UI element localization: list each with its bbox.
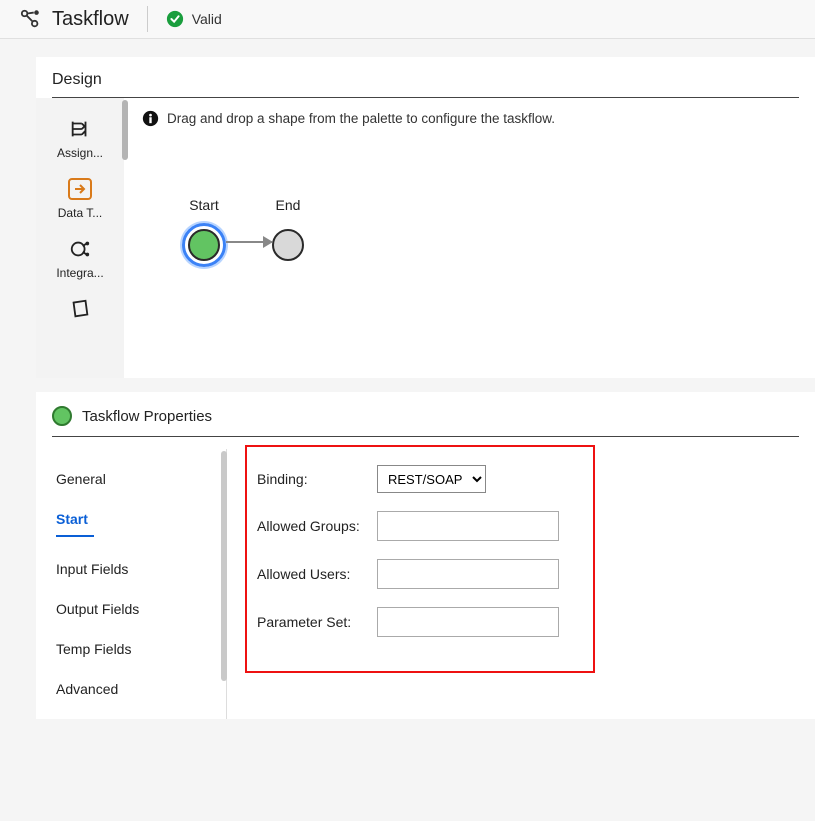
end-node-label: End [276, 197, 301, 213]
tab-start[interactable]: Start [52, 499, 226, 549]
properties-form: Binding: REST/SOAP Allowed Groups: Allow… [227, 449, 799, 719]
tab-start-label: Start [56, 511, 88, 527]
tab-advanced[interactable]: Advanced [52, 669, 226, 709]
header-divider [147, 6, 148, 32]
valid-status-text: Valid [192, 11, 222, 27]
flow-diagram: Start End [182, 197, 797, 267]
parameter-set-input[interactable] [377, 607, 559, 637]
tab-output-fields-label: Output Fields [56, 601, 139, 617]
integration-icon [69, 238, 91, 260]
tab-input-fields[interactable]: Input Fields [52, 549, 226, 589]
taskflow-icon [20, 8, 42, 30]
palette-label-integration: Integra... [56, 266, 103, 280]
start-node-selection-ring [182, 223, 226, 267]
header-bar: Taskflow Valid [0, 0, 815, 39]
tab-input-fields-label: Input Fields [56, 561, 128, 577]
end-node[interactable]: End [272, 197, 304, 261]
allowed-groups-input[interactable] [377, 511, 559, 541]
design-panel-title: Design [36, 71, 815, 97]
binding-label: Binding: [257, 471, 377, 487]
properties-panel: Taskflow Properties General Start Input … [36, 392, 815, 719]
tab-output-fields[interactable]: Output Fields [52, 589, 226, 629]
start-node-circle [188, 229, 220, 261]
note-icon [69, 298, 91, 320]
properties-tabs: General Start Input Fields Output Fields… [52, 449, 227, 719]
shape-palette: Assign... Data T... Integra... [36, 98, 124, 378]
palette-label-assignment: Assign... [57, 146, 103, 160]
info-icon [142, 110, 159, 127]
canvas-hint-text: Drag and drop a shape from the palette t… [167, 111, 555, 126]
tab-advanced-label: Advanced [56, 681, 118, 697]
properties-title: Taskflow Properties [82, 408, 212, 425]
palette-item-data-task[interactable]: Data T... [36, 168, 124, 228]
tab-general[interactable]: General [52, 459, 226, 499]
parameter-set-label: Parameter Set: [257, 614, 377, 630]
start-node-label: Start [189, 197, 219, 213]
properties-divider [52, 436, 799, 437]
data-task-icon [68, 178, 92, 200]
assignment-icon [69, 118, 91, 140]
properties-start-icon [52, 406, 72, 426]
design-canvas[interactable]: Drag and drop a shape from the palette t… [124, 98, 815, 378]
allowed-groups-label: Allowed Groups: [257, 518, 377, 534]
design-panel: Design Assign... Data T... [36, 57, 815, 378]
tab-general-label: General [56, 471, 106, 487]
properties-header: Taskflow Properties [52, 406, 799, 436]
header-title: Taskflow [52, 8, 129, 31]
valid-check-icon [166, 10, 184, 28]
tab-temp-fields-label: Temp Fields [56, 641, 131, 657]
allowed-users-input[interactable] [377, 559, 559, 589]
tab-temp-fields[interactable]: Temp Fields [52, 629, 226, 669]
binding-select[interactable]: REST/SOAP [377, 465, 486, 493]
canvas-hint: Drag and drop a shape from the palette t… [142, 110, 797, 127]
palette-item-note[interactable] [36, 288, 124, 334]
start-node[interactable]: Start [182, 197, 226, 267]
end-node-circle [272, 229, 304, 261]
flow-connector[interactable] [226, 241, 272, 243]
palette-item-integration[interactable]: Integra... [36, 228, 124, 288]
allowed-users-label: Allowed Users: [257, 566, 377, 582]
palette-item-assignment[interactable]: Assign... [36, 108, 124, 168]
palette-label-data-task: Data T... [58, 206, 102, 220]
